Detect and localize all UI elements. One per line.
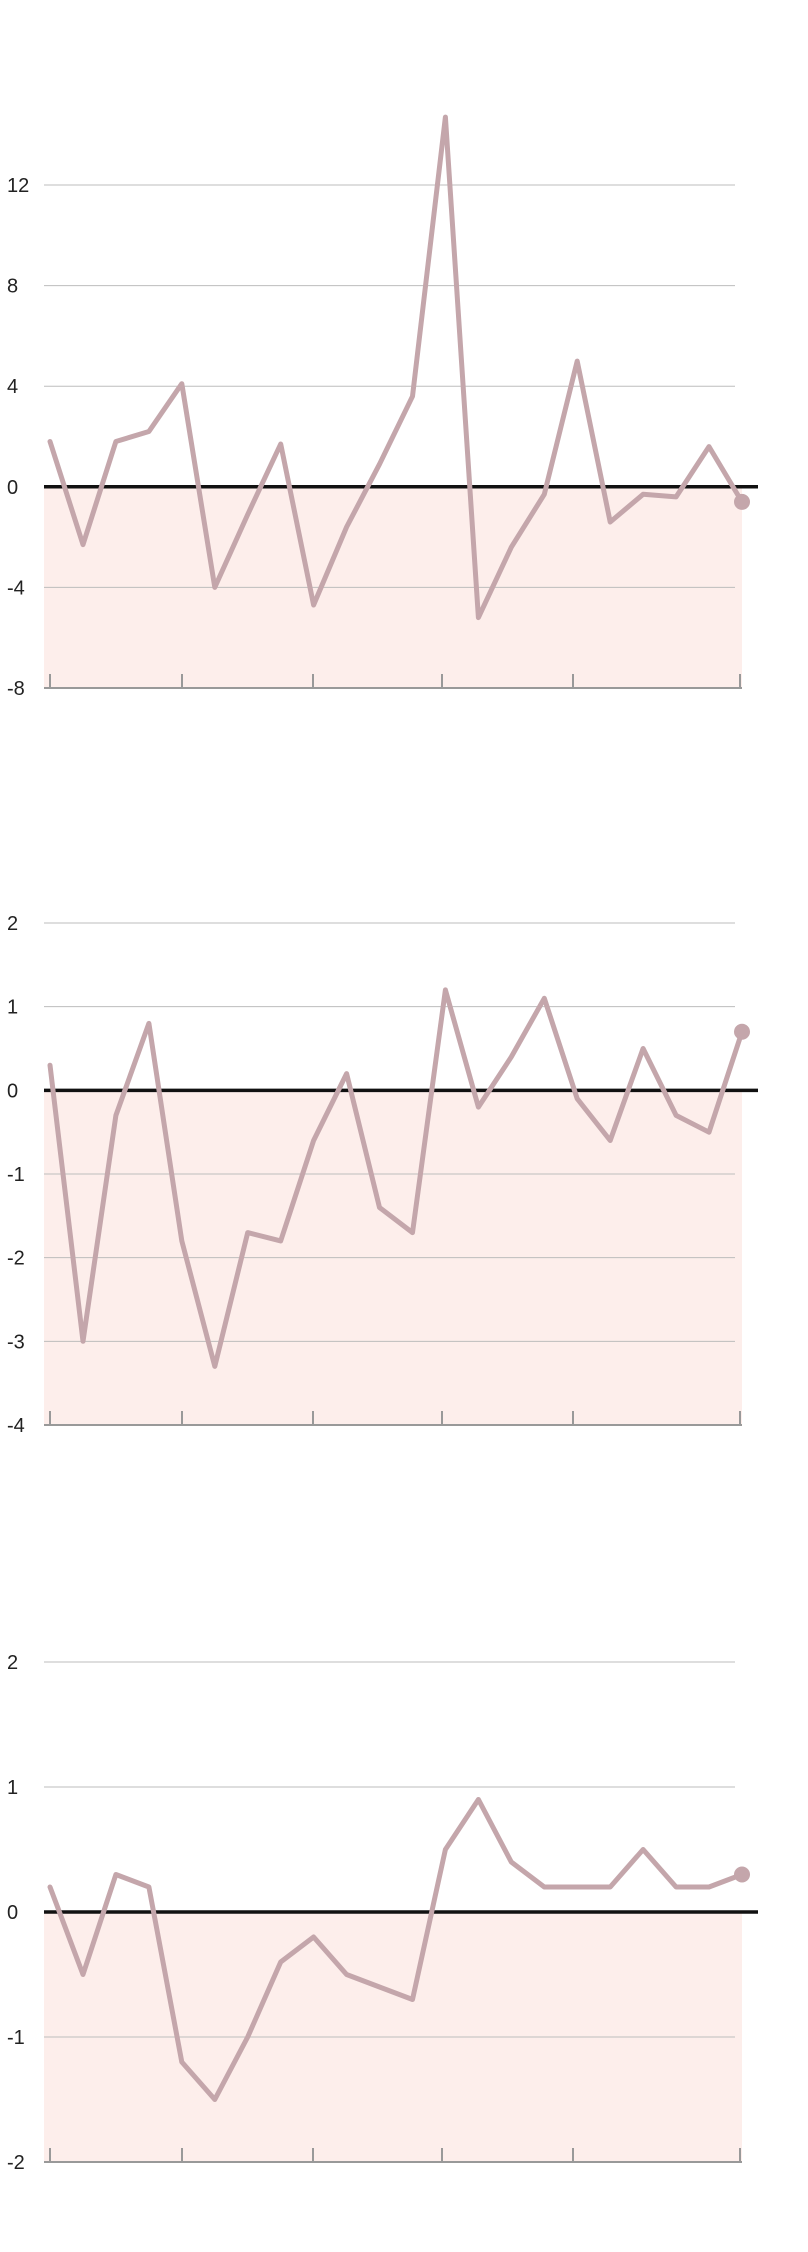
line-chart-1: 12 8 4 0 -4 -8: [7, 114, 758, 700]
y-tick-label: 12: [7, 175, 29, 197]
data-point: [542, 1885, 547, 1890]
data-point: [179, 2060, 184, 2065]
last-value-marker: [734, 493, 750, 510]
y-tick-label: 2: [7, 1652, 18, 1674]
data-point: [674, 1885, 679, 1890]
y-tick-label: -2: [7, 2152, 25, 2174]
data-point: [476, 1797, 481, 1802]
data-point: [311, 1935, 316, 1940]
y-tick-label: -4: [7, 577, 25, 599]
series-line: [47, 987, 745, 1369]
y-tick-label: -2: [7, 1248, 25, 1270]
y-tick-label: 4: [7, 376, 18, 398]
y-tick-label: 2: [7, 913, 18, 935]
data-point: [410, 1997, 415, 2002]
chart-panel-1: 12 8 4 0 -4 -8: [0, 0, 808, 720]
data-point: [80, 1972, 85, 1977]
data-point: [113, 1872, 118, 1877]
last-value-marker: [734, 1866, 750, 1883]
data-point: [48, 1885, 53, 1890]
data-point: [608, 1885, 613, 1890]
line-chart-2: 2 1 0 -1 -2 -3 -4: [7, 913, 758, 1437]
data-point: [344, 1972, 349, 1977]
y-tick-label: -1: [7, 2027, 25, 2049]
y-tick-label: 0: [7, 477, 18, 499]
last-value-marker: [734, 1023, 750, 1040]
y-tick-label: 8: [7, 276, 18, 298]
y-tick-label: -1: [7, 1164, 25, 1186]
data-point: [575, 1885, 580, 1890]
series-line: [47, 114, 745, 621]
y-tick-label: 0: [7, 1080, 18, 1102]
y-tick-label: -4: [7, 1415, 25, 1437]
data-point: [443, 1847, 448, 1852]
data-point: [146, 1885, 151, 1890]
y-tick-label: 1: [7, 1777, 18, 1799]
y-tick-label: 1: [7, 997, 18, 1019]
data-point: [641, 1847, 646, 1852]
data-point: [212, 2097, 217, 2102]
data-point: [509, 1860, 514, 1865]
data-point: [245, 2035, 250, 2040]
data-point: [707, 1885, 712, 1890]
data-point: [278, 1960, 283, 1965]
y-tick-label: 0: [7, 1902, 18, 1924]
y-tick-label: -8: [7, 678, 25, 700]
data-point: [377, 1985, 382, 1990]
series-line: [47, 1797, 745, 2102]
y-tick-label: -3: [7, 1331, 25, 1353]
